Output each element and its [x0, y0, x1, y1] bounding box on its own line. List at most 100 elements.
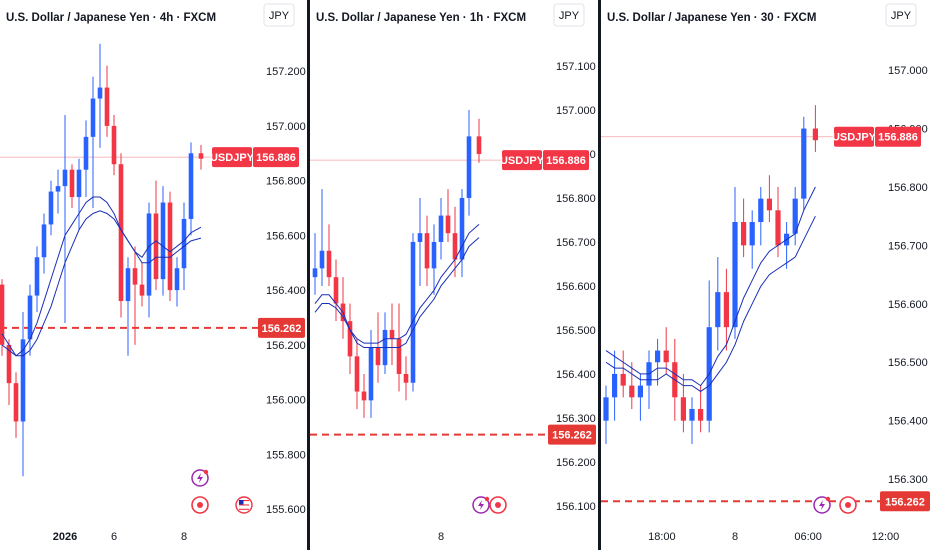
candle[interactable] [69, 164, 75, 208]
chart-panel-4h[interactable]: 157.200 157.000 156.800 156.600 156.400 156.2… [0, 0, 307, 550]
candle[interactable] [417, 197, 423, 286]
candle[interactable] [55, 169, 61, 214]
candle[interactable] [723, 268, 729, 351]
level-price-box[interactable] [258, 317, 305, 338]
candle[interactable] [663, 327, 669, 374]
candle[interactable] [629, 362, 635, 409]
event-marker-icon[interactable] [839, 496, 857, 514]
candle[interactable] [620, 350, 626, 398]
chart-1h-canvas[interactable]: 157.100157.000156.900156.800156.700156.6… [310, 0, 598, 550]
candle[interactable] [62, 114, 68, 323]
currency-button-label[interactable]: JPY [891, 10, 912, 22]
candle[interactable] [431, 224, 437, 295]
price-axis-area[interactable] [880, 0, 932, 550]
lightning-event-icon[interactable] [472, 496, 490, 514]
candle[interactable] [410, 233, 416, 392]
candle[interactable] [111, 114, 117, 176]
candle[interactable] [118, 153, 124, 318]
chart-panel-1h[interactable]: 157.100157.000156.900156.800156.700156.6… [310, 0, 598, 550]
currency-button[interactable] [263, 3, 295, 27]
panel-divider[interactable] [307, 0, 310, 550]
currency-button-label[interactable]: JPY [269, 10, 290, 22]
current-price-box[interactable] [875, 126, 921, 147]
candle[interactable] [741, 198, 747, 258]
currency-button[interactable] [553, 3, 585, 27]
candle[interactable] [160, 186, 166, 296]
panel-divider[interactable] [598, 0, 601, 550]
candle[interactable] [13, 372, 19, 438]
symbol-label-box[interactable] [212, 147, 252, 168]
candle[interactable] [174, 257, 180, 307]
candle[interactable] [83, 120, 89, 198]
candle[interactable] [354, 338, 360, 410]
current-price-box[interactable] [543, 150, 589, 171]
candle[interactable] [801, 116, 807, 211]
candle[interactable] [188, 142, 194, 236]
candle[interactable] [153, 180, 159, 291]
candle[interactable] [792, 186, 798, 246]
price-axis-area[interactable] [258, 0, 307, 550]
event-marker-icon[interactable] [489, 496, 507, 514]
currency-button-label[interactable]: JPY [559, 10, 580, 22]
candle[interactable] [347, 303, 353, 374]
candle[interactable] [368, 329, 374, 418]
chart-4h-canvas[interactable]: 157.200 157.000 156.800 156.600 156.400 156.2… [0, 0, 307, 550]
candle[interactable] [361, 373, 367, 418]
candle[interactable] [612, 350, 618, 421]
candle[interactable] [732, 186, 738, 339]
candle[interactable] [198, 145, 204, 170]
candle[interactable] [326, 224, 332, 286]
candle[interactable] [466, 109, 472, 216]
symbol-label-box[interactable] [502, 150, 542, 171]
candle[interactable] [97, 43, 103, 148]
chart-panel-30m[interactable]: 157.000156.900156.800156.700156.600156.5… [601, 0, 932, 550]
candle[interactable] [476, 118, 482, 163]
lightning-event-icon[interactable] [191, 469, 209, 487]
candle[interactable] [34, 246, 40, 312]
symbol-label-box[interactable] [834, 126, 874, 147]
candle[interactable] [41, 213, 47, 274]
candle[interactable] [403, 356, 409, 401]
candle[interactable] [146, 202, 152, 318]
candle[interactable] [812, 105, 818, 152]
lightning-event-icon[interactable] [813, 496, 831, 514]
candle[interactable] [689, 397, 695, 445]
candle[interactable] [680, 373, 686, 433]
candle[interactable] [603, 385, 609, 445]
currency-button[interactable] [885, 3, 917, 27]
candle[interactable] [424, 215, 430, 286]
candle[interactable] [452, 206, 458, 278]
candle[interactable] [698, 385, 704, 433]
candle[interactable] [76, 158, 82, 230]
us-flag-icon[interactable] [235, 496, 253, 514]
candle[interactable] [445, 189, 451, 242]
current-price-box[interactable] [253, 147, 299, 168]
candle[interactable] [48, 180, 54, 236]
candle[interactable] [459, 189, 465, 278]
candle[interactable] [749, 210, 755, 269]
candle[interactable] [715, 257, 721, 351]
chart-30m-canvas[interactable]: 157.000156.900156.800156.700156.600156.5… [601, 0, 932, 550]
candle[interactable] [766, 175, 772, 223]
candle[interactable] [333, 259, 339, 322]
candle[interactable] [637, 373, 643, 421]
candle[interactable] [167, 191, 173, 302]
level-price-box[interactable] [880, 491, 930, 512]
candle[interactable] [312, 233, 318, 295]
candle[interactable] [90, 76, 96, 208]
candle[interactable] [132, 246, 138, 345]
candle[interactable] [319, 189, 325, 286]
candle[interactable] [104, 65, 110, 137]
candle[interactable] [20, 312, 26, 477]
candle[interactable] [27, 284, 33, 356]
candle[interactable] [655, 338, 661, 386]
price-axis-area[interactable] [548, 0, 598, 550]
level-price-box[interactable] [548, 424, 596, 445]
candle[interactable] [0, 279, 5, 356]
candle[interactable] [389, 303, 395, 366]
event-marker-icon[interactable] [191, 496, 209, 514]
candle[interactable] [125, 257, 131, 356]
candle[interactable] [438, 197, 444, 260]
candle[interactable] [758, 186, 764, 246]
candle[interactable] [139, 262, 145, 307]
